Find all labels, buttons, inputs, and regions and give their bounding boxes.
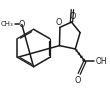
Text: O: O: [18, 20, 24, 29]
Text: CH₃: CH₃: [0, 22, 13, 27]
Text: O: O: [69, 12, 76, 22]
Text: O: O: [56, 18, 62, 27]
Text: O: O: [74, 76, 81, 85]
Text: OH: OH: [95, 57, 107, 66]
